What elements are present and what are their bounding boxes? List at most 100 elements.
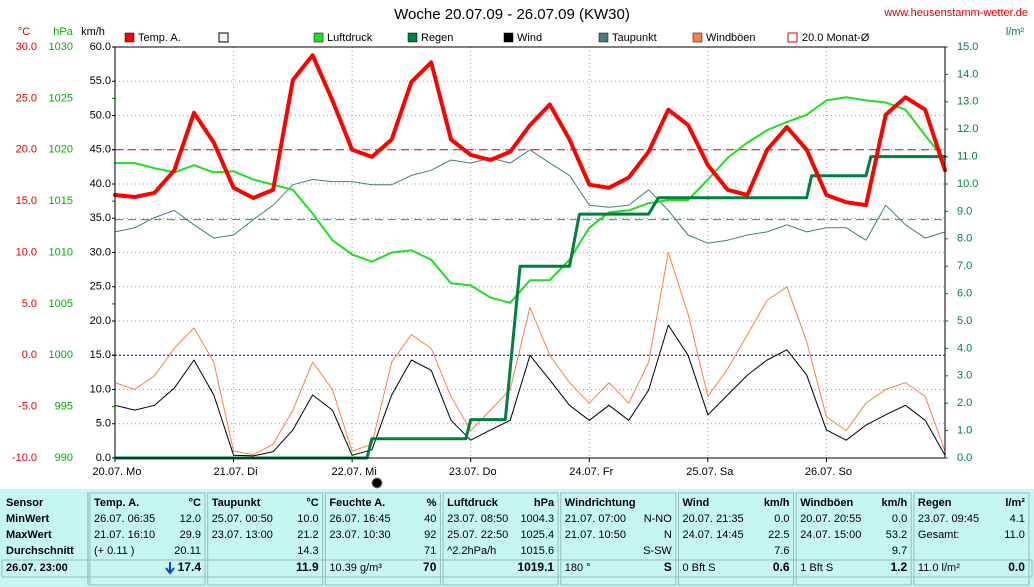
cell-left: 24.07. 15:00 bbox=[800, 529, 861, 541]
cell-value: 21.2 bbox=[297, 529, 318, 541]
cell-left: 23.07. 13:00 bbox=[212, 529, 273, 541]
cell-value: 11.0 bbox=[1004, 529, 1025, 541]
plot-frame bbox=[114, 46, 946, 459]
chart-title: Woche 20.07.09 - 26.07.09 (KW30) bbox=[394, 6, 630, 23]
y-tick-label: 5.0 bbox=[957, 315, 972, 327]
cell-left: 1 Bft S bbox=[800, 562, 833, 574]
legend-swatch bbox=[503, 32, 514, 43]
legend-label: Wind bbox=[517, 32, 542, 44]
cell-value: 1004.3 bbox=[520, 513, 554, 525]
y-tick-label: 11.0 bbox=[957, 151, 978, 163]
y-tick-label: 20.0 bbox=[90, 315, 111, 327]
row-label: MinWert bbox=[6, 513, 50, 525]
y-tick-label: 7.0 bbox=[957, 260, 972, 272]
cell-left: 23.07. 09:45 bbox=[918, 513, 979, 525]
y-tick-label: 1030 bbox=[49, 41, 73, 53]
column-unit: l/m² bbox=[1005, 497, 1025, 509]
table-column bbox=[560, 492, 677, 586]
cell-left: 26.07. 06:35 bbox=[94, 513, 155, 525]
cell-value: 0.0 bbox=[892, 513, 907, 525]
y-tick-label: 20.0 bbox=[16, 144, 37, 156]
y-tick-label: 0.0 bbox=[22, 349, 37, 361]
row-label: 26.07. 23:00 bbox=[6, 562, 68, 574]
cell-left: 21.07. 07:00 bbox=[565, 513, 626, 525]
cell-value: S bbox=[664, 560, 672, 574]
column-header: Feuchte A. bbox=[329, 497, 385, 509]
moon-icon bbox=[371, 477, 383, 489]
y-tick-label: 15.0 bbox=[90, 349, 111, 361]
series-line bbox=[113, 53, 947, 208]
series-line bbox=[114, 324, 946, 457]
cell-value: 53.2 bbox=[886, 529, 907, 541]
column-header: Windrichtung bbox=[565, 497, 636, 509]
y-tick-label: 9.0 bbox=[957, 205, 972, 217]
cell-value: 29.9 bbox=[180, 529, 201, 541]
y-tick-label: 10.0 bbox=[16, 246, 37, 258]
cell-value: 20.11 bbox=[174, 545, 201, 557]
cell-value: 11.9 bbox=[296, 560, 319, 574]
cell-value: S-SW bbox=[643, 545, 672, 557]
x-tick-label: 20.07. Mo bbox=[93, 466, 142, 478]
cell-value: 1025.4 bbox=[520, 529, 554, 541]
cell-value: 1015.6 bbox=[520, 545, 554, 557]
cell-value: 4.1 bbox=[1010, 513, 1025, 525]
cell-left: 23.07. 08:50 bbox=[447, 513, 508, 525]
cell-left: 26.07. 16:45 bbox=[329, 513, 390, 525]
cell-left: 11.0 l/m² bbox=[918, 562, 960, 574]
y-tick-label: -10.0 bbox=[12, 452, 37, 464]
column-unit: km/h bbox=[882, 497, 908, 509]
y-tick-label: 50.0 bbox=[90, 109, 111, 121]
y-tick-label: 15.0 bbox=[957, 41, 978, 53]
cell-value: 0.0 bbox=[1008, 560, 1025, 574]
row-label: Sensor bbox=[6, 497, 44, 509]
y-tick-label: 4.0 bbox=[957, 342, 972, 354]
column-unit: % bbox=[427, 497, 437, 509]
trend-arrow bbox=[165, 562, 175, 575]
y-tick-label: 1000 bbox=[49, 349, 73, 361]
column-unit: km/h bbox=[764, 497, 790, 509]
cell-value: 1019.1 bbox=[517, 560, 554, 574]
table-column bbox=[207, 492, 324, 586]
x-tick-label: 23.07. Do bbox=[449, 466, 497, 478]
series-line bbox=[114, 149, 946, 244]
column-header: Temp. A. bbox=[94, 497, 139, 509]
column-header: Regen bbox=[918, 497, 952, 509]
cell-left: 21.07. 16:10 bbox=[94, 529, 155, 541]
legend-label: Temp. A. bbox=[138, 32, 181, 44]
cell-left: 20.07. 21:35 bbox=[683, 513, 744, 525]
cell-value: 0.6 bbox=[773, 560, 790, 574]
source-link[interactable]: www.heusenstamm-wetter.de bbox=[883, 7, 1028, 19]
series-line bbox=[114, 252, 946, 456]
y-tick-label: 0.0 bbox=[957, 452, 972, 464]
y-tick-label: 10.0 bbox=[90, 383, 111, 395]
cell-value: 70 bbox=[423, 560, 437, 574]
column-header: Taupunkt bbox=[212, 497, 261, 509]
cell-left: 20.07. 20:55 bbox=[800, 513, 861, 525]
table-column bbox=[89, 492, 206, 586]
y-tick-label: -5.0 bbox=[18, 401, 37, 413]
y-tick-label: 990 bbox=[55, 452, 73, 464]
y-tick-label: 8.0 bbox=[957, 233, 972, 245]
legend-label: Taupunkt bbox=[612, 32, 657, 44]
legend-swatch bbox=[407, 32, 418, 43]
column-unit: °C bbox=[189, 497, 201, 509]
table-column bbox=[678, 492, 794, 586]
summary-table: Sensor MinWert MaxWert Durchschnitt 26.07. 2… bbox=[0, 489, 1034, 587]
cell-left: 0 Bft S bbox=[683, 562, 716, 574]
y-tick-label: 55.0 bbox=[90, 75, 111, 87]
cell-left: 24.07. 14:45 bbox=[683, 529, 744, 541]
y-tick-label: 995 bbox=[55, 401, 73, 413]
cell-value: 7.6 bbox=[774, 545, 789, 557]
cell-left: Gesamt: bbox=[918, 529, 960, 541]
y-tick-label: 0.0 bbox=[96, 452, 111, 464]
axis-unit: °C bbox=[18, 26, 30, 38]
legend-swatch bbox=[598, 32, 609, 43]
y-tick-label: 30.0 bbox=[90, 246, 111, 258]
last-row bbox=[1, 559, 1033, 578]
y-tick-label: 1020 bbox=[49, 144, 73, 156]
legend-label: Luftdruck bbox=[327, 32, 373, 44]
y-tick-label: 5.0 bbox=[22, 298, 37, 310]
y-tick-label: 3.0 bbox=[957, 370, 972, 382]
x-tick-label: 26.07. So bbox=[805, 466, 852, 478]
